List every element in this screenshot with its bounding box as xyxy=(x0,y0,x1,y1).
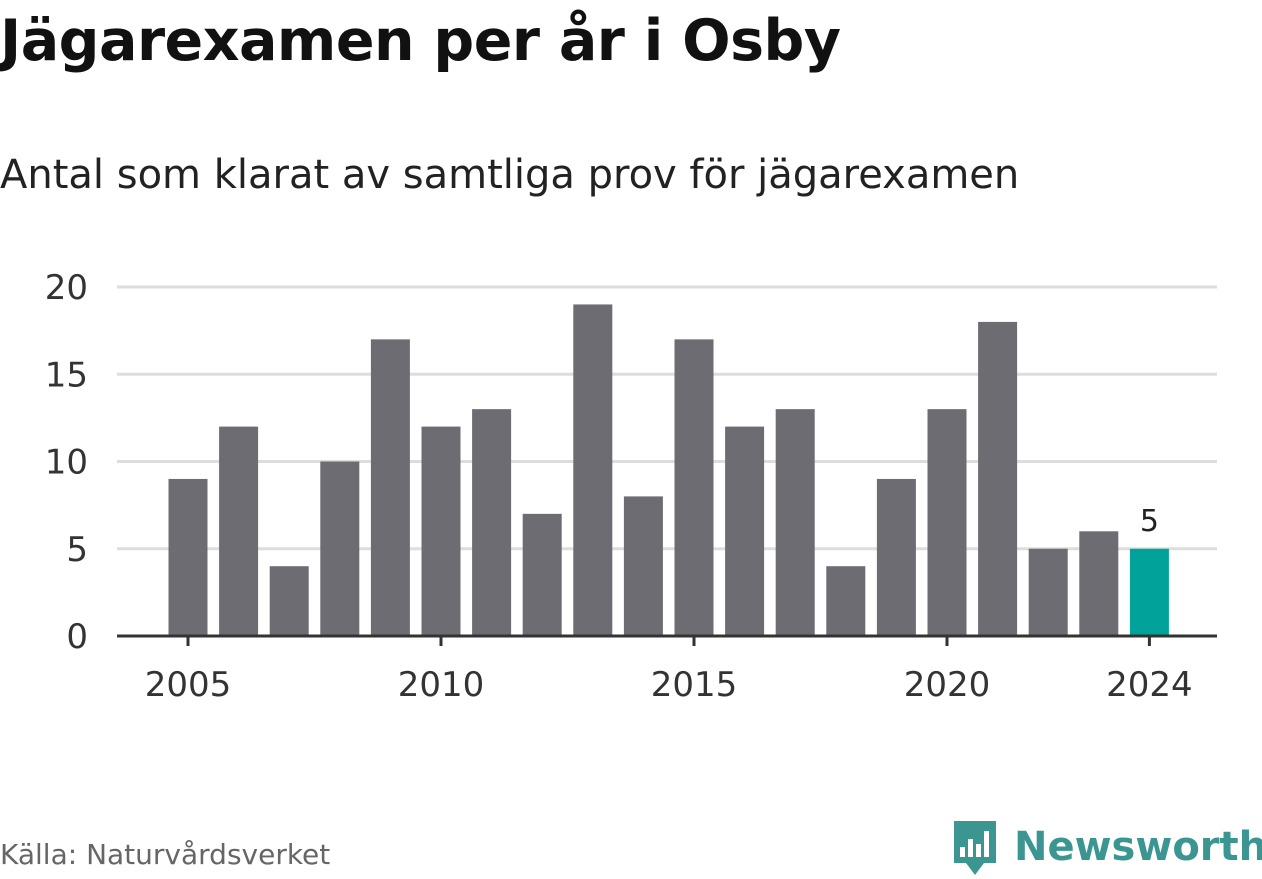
newsworthy-logo-icon xyxy=(954,821,996,875)
bar-2014 xyxy=(623,496,663,636)
bar-2013 xyxy=(573,304,613,636)
y-tick-label: 10 xyxy=(45,443,88,483)
bar-2015 xyxy=(674,339,714,636)
source-note: Källa: Naturvårdsverket xyxy=(0,838,331,871)
y-tick-label: 0 xyxy=(66,617,88,657)
bar-2010 xyxy=(421,426,461,636)
y-tick-label: 5 xyxy=(66,530,88,570)
bar-2008 xyxy=(320,461,360,636)
bars xyxy=(168,304,1169,636)
bar-2009 xyxy=(370,339,410,636)
x-tick-label: 2005 xyxy=(145,665,232,705)
bar-2011 xyxy=(472,409,512,636)
x-tick-label: 2015 xyxy=(651,665,738,705)
x-axis: 2005 2010 2015 2020 2024 xyxy=(117,634,1217,705)
brand-name: Newsworthy xyxy=(1014,824,1262,870)
bar-2024 xyxy=(1129,548,1169,636)
bar-2007 xyxy=(269,566,309,636)
data-labels: 5 xyxy=(1140,504,1159,539)
bar-2021 xyxy=(978,321,1018,636)
bar-2020 xyxy=(927,409,967,636)
chart-subtitle: Antal som klarat av samtliga prov för jä… xyxy=(0,152,1020,198)
y-axis: 0 5 10 15 20 xyxy=(45,268,88,657)
grid-lines xyxy=(117,285,1217,551)
bar-2006 xyxy=(219,426,259,636)
brand-logo[interactable]: Newsworthy xyxy=(950,815,1262,879)
x-tick-label: 2024 xyxy=(1106,665,1193,705)
bar-2022 xyxy=(1028,548,1068,636)
bar-2016 xyxy=(725,426,765,636)
y-tick-label: 15 xyxy=(45,355,88,395)
data-label-2024: 5 xyxy=(1140,504,1159,539)
y-tick-label: 20 xyxy=(45,268,88,308)
bar-2023 xyxy=(1079,531,1119,636)
x-tick-label: 2020 xyxy=(904,665,991,705)
bar-2017 xyxy=(775,409,815,636)
chart-title: Jägarexamen per år i Osby xyxy=(0,8,841,74)
x-tick-label: 2010 xyxy=(398,665,485,705)
bar-2005 xyxy=(168,478,208,636)
bar-2012 xyxy=(522,513,562,636)
bar-2019 xyxy=(876,478,916,636)
bar-2018 xyxy=(826,566,866,636)
